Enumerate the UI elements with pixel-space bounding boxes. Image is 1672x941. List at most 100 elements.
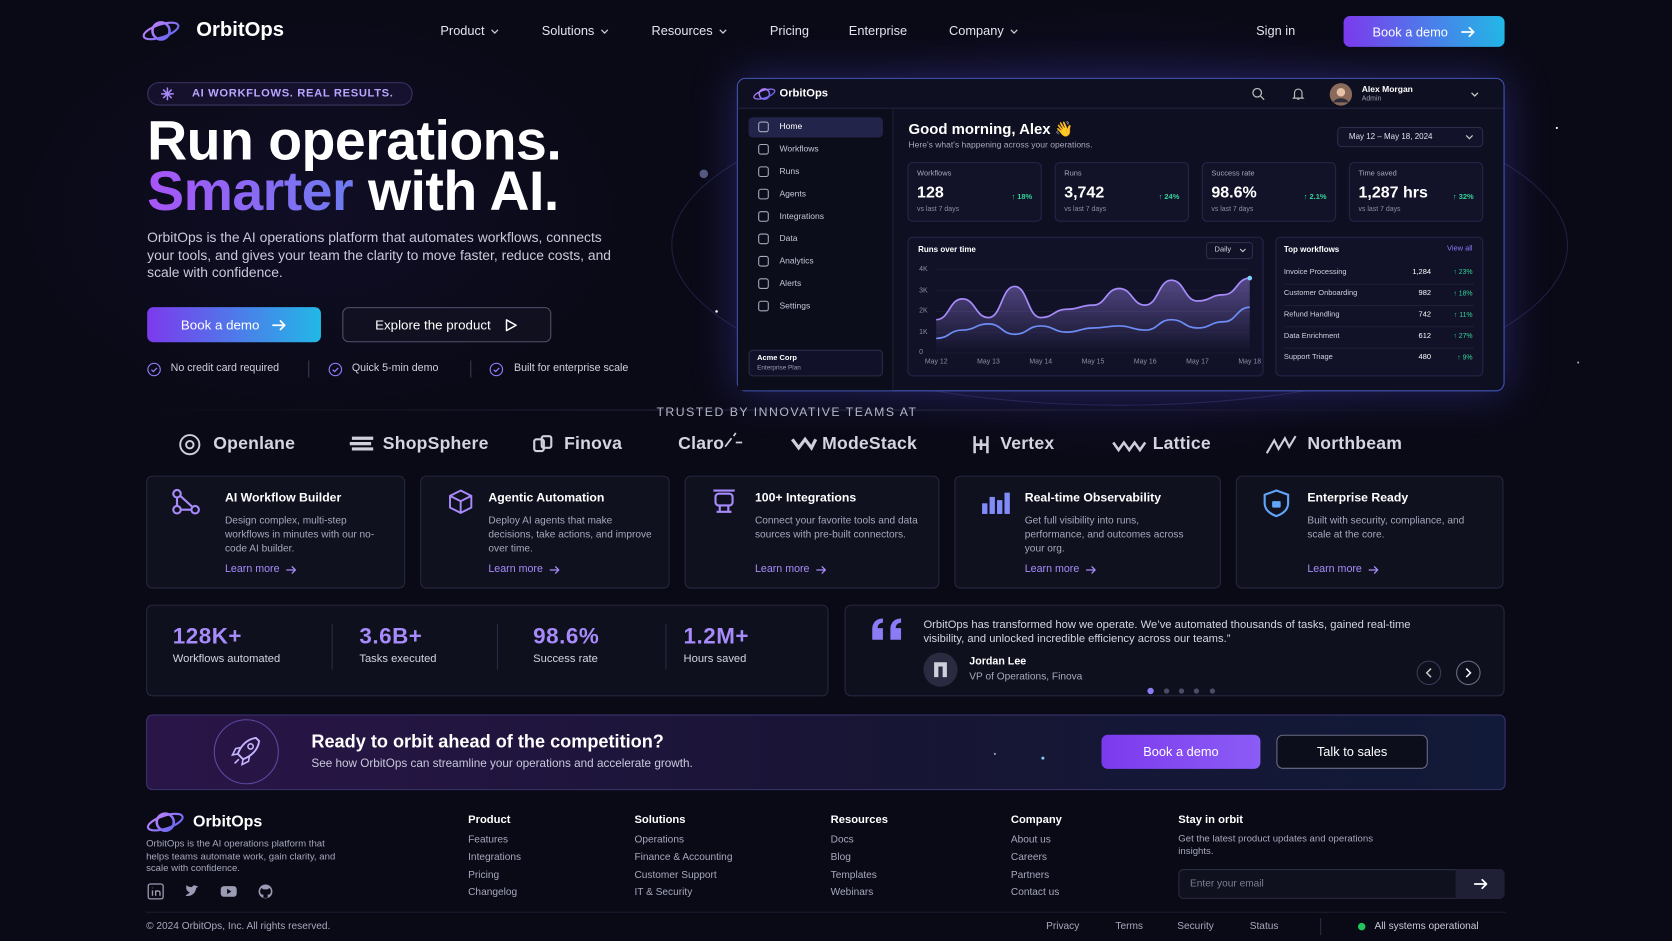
email-input[interactable] — [1178, 869, 1505, 899]
hero-secondary[interactable]: Explore the product — [342, 307, 552, 343]
footer-link[interactable]: Careers — [1010, 851, 1047, 864]
workflow-count: 982 — [1418, 289, 1432, 298]
menu-item[interactable]: Agents — [779, 188, 807, 199]
menu-item[interactable]: Integrations — [779, 211, 825, 221]
nav-link[interactable]: Company — [949, 23, 1019, 38]
learn-more[interactable]: Learn more — [488, 564, 560, 575]
menu-icon — [758, 211, 769, 222]
learn-more[interactable]: Learn more — [1307, 563, 1379, 576]
legal-link[interactable]: Security — [1177, 920, 1214, 933]
view-all[interactable]: View all — [1447, 245, 1473, 253]
menu-item[interactable]: Alerts — [779, 278, 802, 289]
footer-link[interactable]: Contact us — [1010, 886, 1060, 899]
nav-link[interactable]: Solutions — [542, 23, 610, 38]
cta-primary[interactable]: Book a demo — [1101, 734, 1261, 769]
chevron-icon — [1471, 92, 1479, 97]
menu-icon — [758, 188, 769, 200]
menu-icon — [758, 300, 769, 312]
menu-item[interactable]: Settings — [779, 300, 811, 311]
footer-link[interactable]: Changelog — [468, 886, 518, 899]
top-workflows-panel — [1275, 236, 1484, 377]
shape-circle — [758, 88, 771, 100]
footer-link[interactable]: Webinars — [830, 886, 874, 899]
stat-label: Tasks executed — [359, 652, 437, 666]
footer-link[interactable]: Partners — [1010, 868, 1050, 881]
feature-icon — [1263, 489, 1290, 518]
shape-rect — [714, 492, 734, 507]
shape-path — [349, 436, 374, 451]
sign-in[interactable]: Sign in — [1256, 23, 1296, 39]
shape-path — [151, 887, 161, 896]
cta-secondary[interactable]: Talk to sales — [1276, 734, 1428, 769]
footer-link[interactable]: Blog — [830, 851, 851, 864]
nav-link[interactable]: Resources — [652, 23, 728, 38]
learn-more[interactable]: Learn more — [225, 564, 297, 575]
learn-more[interactable]: Learn more — [755, 564, 827, 575]
footer-link[interactable]: Pricing — [468, 868, 500, 881]
kpi-value: 1,287 hrs — [1358, 183, 1428, 202]
shape-path — [1239, 248, 1246, 253]
shape-circle — [328, 362, 343, 377]
footer-link[interactable]: About us — [1010, 834, 1051, 846]
feature-title: Agentic Automation — [488, 491, 605, 505]
menu-item[interactable]: Data — [779, 233, 798, 244]
nav-link[interactable]: Product — [440, 23, 499, 38]
hero-primary[interactable]: Book a demo — [147, 307, 321, 343]
bell-icon — [1292, 88, 1305, 100]
menu-item[interactable]: Analytics — [779, 256, 814, 266]
nav-link-label: Enterprise — [848, 23, 908, 39]
footer-link[interactable]: Integrations — [468, 851, 522, 864]
learn-more-label: Learn more — [1307, 563, 1362, 576]
menu-item[interactable]: Home — [779, 121, 803, 132]
menu-item[interactable]: Runs — [779, 166, 800, 177]
company-logo-icon — [724, 432, 743, 448]
menu-icon — [758, 278, 769, 289]
shape-circle — [1163, 688, 1170, 694]
shape-circle — [155, 812, 176, 832]
footer-link[interactable]: IT & Security — [634, 886, 693, 899]
footer-link[interactable]: Customer Support — [634, 868, 717, 881]
legal-link[interactable]: Privacy — [1046, 920, 1080, 933]
shape-path — [332, 367, 339, 373]
line-series — [936, 306, 1250, 340]
stat-label: Success rate — [533, 652, 598, 666]
footer-link[interactable]: Operations — [634, 834, 685, 846]
nav-link[interactable]: Enterprise — [849, 23, 907, 38]
stats-panel — [146, 604, 829, 697]
stat-value: 98.6% — [533, 624, 600, 649]
sparkle-icon — [161, 87, 174, 101]
footer-link[interactable]: Features — [468, 834, 509, 846]
footer-divider — [146, 911, 1506, 913]
chevron-icon — [601, 28, 609, 34]
menu-icon — [758, 166, 769, 178]
learn-more[interactable]: Learn more — [1025, 564, 1097, 575]
nav-cta[interactable]: Book a demo — [1343, 15, 1505, 47]
shape-circle — [247, 742, 255, 750]
feature-text: Design complex, multi-step workflows in … — [224, 515, 375, 555]
menu-item[interactable]: Workflows — [779, 144, 819, 154]
stat-divider — [665, 623, 667, 670]
company-logo-icon — [973, 436, 989, 454]
newsletter-text: Get the latest product updates and opera… — [1178, 832, 1374, 856]
social-icon — [258, 884, 273, 899]
legal-link[interactable]: Status — [1249, 920, 1279, 933]
dashboard-sidebar — [737, 108, 894, 391]
nav-link[interactable]: Pricing — [770, 23, 809, 38]
shape-path — [1368, 565, 1379, 574]
footer-link[interactable]: Finance & Accounting — [634, 851, 733, 864]
arrow-icon — [1473, 878, 1488, 890]
feature-icon — [982, 492, 1010, 514]
hero-check: No credit card required — [170, 362, 280, 375]
shape-path — [719, 28, 728, 34]
carousel-dots — [1147, 687, 1216, 695]
shape-circle — [993, 752, 996, 755]
shape-path — [227, 888, 232, 895]
shape-circle — [1456, 660, 1481, 686]
legal-link[interactable]: Terms — [1115, 920, 1143, 933]
menu-icon — [758, 143, 769, 155]
footer-link[interactable]: Docs — [830, 834, 854, 846]
footer-link[interactable]: Templates — [830, 868, 877, 881]
feature-icon — [713, 489, 735, 513]
hero-check: Built for enterprise scale — [513, 362, 629, 375]
stat-value: 3.6B+ — [359, 624, 423, 649]
